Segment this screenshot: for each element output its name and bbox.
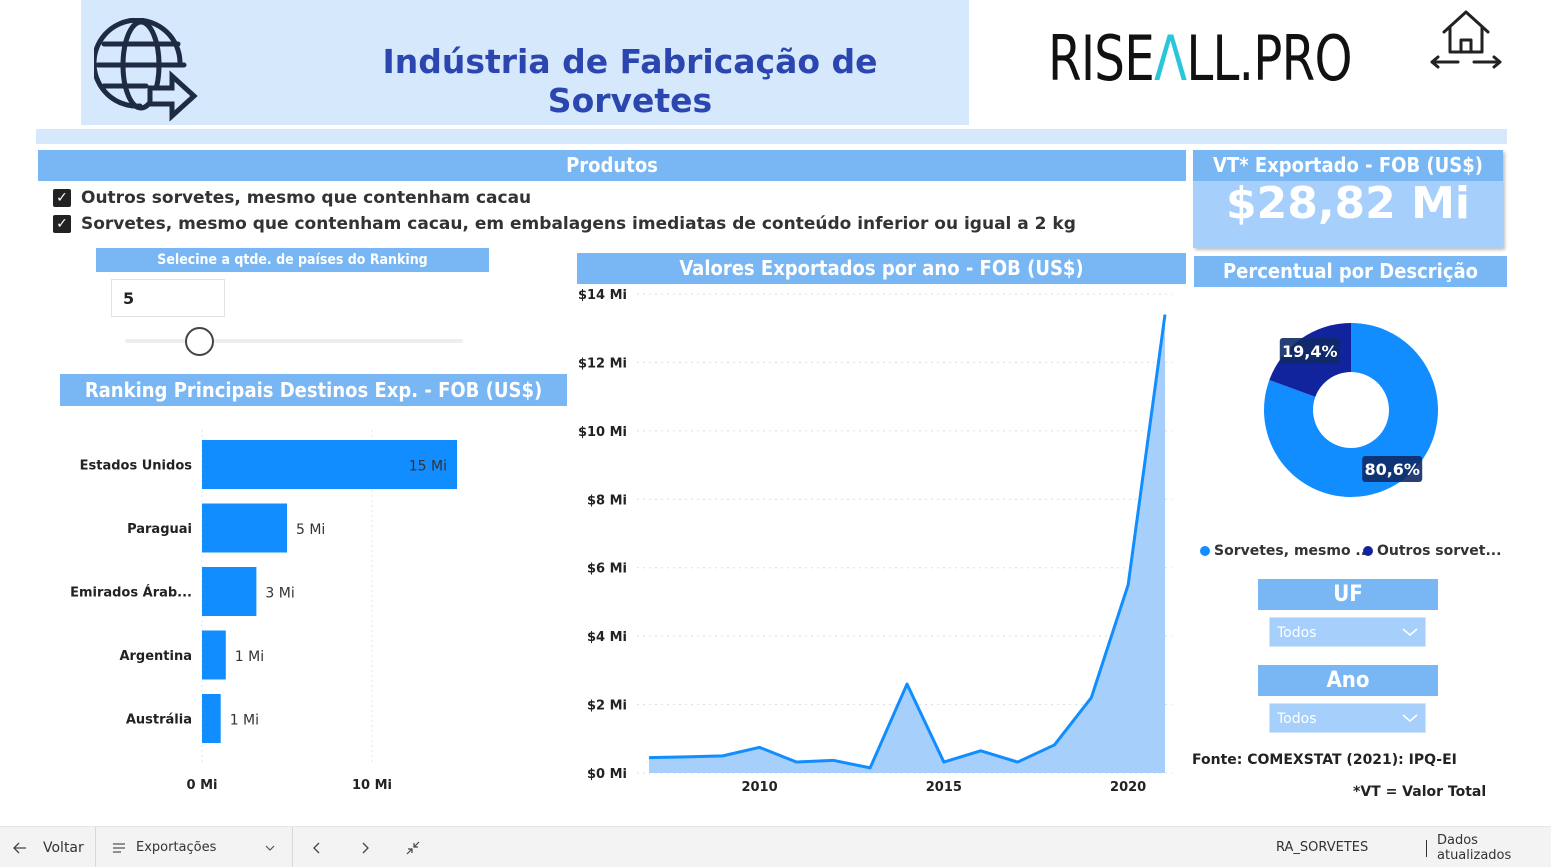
bar — [202, 503, 287, 553]
ano-dropdown[interactable]: Todos — [1269, 703, 1426, 733]
bar — [202, 630, 226, 680]
x-tick-label: 2010 — [741, 780, 777, 795]
slider-handle[interactable] — [185, 327, 214, 356]
page-title: Indústria de Fabricação de Sorvetes — [382, 42, 878, 120]
bar — [202, 440, 457, 489]
ranking-chart-title: Ranking Principais Destinos Exp. - FOB (… — [60, 374, 567, 406]
vt-footnote: *VT = Valor Total — [1353, 784, 1487, 800]
legend-item-outros[interactable]: Outros sorvet... — [1363, 543, 1501, 559]
menu-icon — [113, 842, 125, 853]
line-chart-title: Valores Exportados por ano - FOB (US$) — [577, 253, 1186, 284]
uf-dropdown[interactable]: Todos — [1269, 617, 1426, 647]
data-label: 80,6% — [1364, 460, 1420, 479]
category-label: Estados Unidos — [80, 459, 193, 474]
checkbox-checked-icon[interactable]: ✓ — [53, 215, 71, 233]
bar — [202, 694, 221, 743]
back-button[interactable]: Voltar — [12, 827, 84, 867]
data-label: 1 Mi — [230, 713, 259, 729]
header-band — [81, 0, 969, 125]
data-label: 1 Mi — [235, 649, 264, 665]
category-label: Emirados Árab... — [70, 585, 192, 601]
slider-track[interactable] — [125, 339, 463, 343]
toolbar-divider — [95, 827, 96, 867]
kpi-value: $28,82 Mi — [1226, 178, 1470, 229]
data-label: 15 Mi — [409, 459, 447, 475]
globe-export-icon — [94, 18, 198, 122]
toolbar-divider — [292, 827, 293, 867]
y-tick-label: $10 Mi — [578, 425, 627, 440]
product-option-1[interactable]: ✓ Outros sorvetes, mesmo que contenham c… — [53, 186, 531, 210]
uf-dropdown-value: Todos — [1277, 625, 1317, 641]
ano-dropdown-value: Todos — [1277, 711, 1317, 727]
divider-band — [36, 129, 1507, 144]
x-tick-label: 2020 — [1110, 780, 1146, 795]
report-name: RA_SORVETES — [1276, 840, 1369, 855]
bottom-toolbar: Voltar Exportações RA_SORVETES Dados atu… — [0, 826, 1551, 867]
risealll-logo: RISEΛLL.PRO — [1048, 22, 1353, 95]
y-tick-label: $12 Mi — [578, 356, 627, 371]
arrow-left-icon — [13, 842, 26, 853]
area-fill — [649, 314, 1165, 773]
donut-slice — [1264, 323, 1438, 497]
ano-filter-title: Ano — [1258, 665, 1438, 696]
chevron-right-icon — [362, 842, 369, 853]
category-label: Austrália — [126, 713, 192, 728]
data-status: Dados atualizados — [1437, 832, 1512, 863]
slider-title: Selecine a qtde. de países do Ranking — [96, 248, 489, 272]
y-tick-label: $6 Mi — [587, 562, 627, 577]
collapse-icon — [406, 841, 420, 854]
data-label: 3 Mi — [265, 586, 294, 602]
legend-item-sorvetes[interactable]: Sorvetes, mesmo ... — [1200, 543, 1371, 559]
x-tick-label: 2015 — [926, 780, 962, 795]
data-label-bg — [1362, 456, 1423, 483]
chevron-down-icon — [265, 845, 275, 851]
y-tick-label: $4 Mi — [587, 630, 627, 645]
products-header: Produtos — [38, 150, 1186, 181]
product-option-2[interactable]: ✓ Sorvetes, mesmo que contenham cacau, e… — [53, 212, 1076, 236]
legend-dot-icon — [1200, 546, 1210, 556]
series-line — [648, 314, 1167, 770]
product-option-label: Sorvetes, mesmo que contenham cacau, em … — [81, 214, 1076, 234]
source-note: Fonte: COMEXSTAT (2021): IPQ-EI — [1192, 752, 1457, 768]
back-label: Voltar — [43, 839, 84, 856]
data-label: 5 Mi — [296, 522, 325, 538]
fit-screen-button[interactable] — [405, 827, 421, 867]
chevron-left-icon — [313, 842, 320, 853]
legend-label: Sorvetes, mesmo ... — [1214, 543, 1372, 559]
percent-donut-chart: 80,6% 19,4% — [1264, 323, 1438, 497]
data-label-bg — [1279, 337, 1340, 364]
exports-area-chart: $0 Mi $2 Mi $4 Mi $6 Mi $8 Mi $10 Mi $12 Mi $14… — [578, 288, 1172, 795]
percent-chart-title: Percentual por Descrição — [1194, 256, 1507, 287]
ranking-count-input[interactable]: 5 — [111, 279, 225, 317]
y-tick-label: $0 Mi — [587, 767, 627, 782]
next-page-button[interactable] — [358, 827, 372, 867]
x-tick-label: 10 Mi — [352, 778, 392, 793]
page-selector-label: Exportações — [136, 840, 217, 855]
uf-filter-title: UF — [1258, 579, 1438, 610]
chevron-down-icon — [1402, 714, 1418, 723]
legend-label: Outros sorvet... — [1377, 543, 1502, 559]
checkbox-checked-icon[interactable]: ✓ — [53, 189, 71, 207]
home-navigation-icon[interactable] — [1428, 6, 1504, 74]
y-tick-label: $8 Mi — [587, 493, 627, 508]
x-tick-label: 0 Mi — [187, 778, 218, 793]
previous-page-button[interactable] — [310, 827, 324, 867]
category-label: Paraguai — [127, 522, 192, 537]
kpi-label: VT* Exportado - FOB (US$) — [1193, 150, 1503, 181]
ranking-bar-chart: Estados Unidos 15 Mi Paraguai 5 Mi Emirados … — [70, 430, 457, 793]
chevron-down-icon — [1402, 628, 1418, 637]
category-label: Argentina — [119, 649, 192, 664]
legend-dot-icon — [1363, 546, 1373, 556]
data-label: 19,4% — [1282, 342, 1338, 361]
y-tick-label: $2 Mi — [587, 699, 627, 714]
product-option-label: Outros sorvetes, mesmo que contenham cac… — [81, 188, 532, 208]
page-selector[interactable]: Exportações — [112, 827, 280, 867]
bar — [202, 567, 257, 616]
y-tick-label: $14 Mi — [578, 288, 627, 303]
toolbar-divider — [1426, 840, 1427, 857]
